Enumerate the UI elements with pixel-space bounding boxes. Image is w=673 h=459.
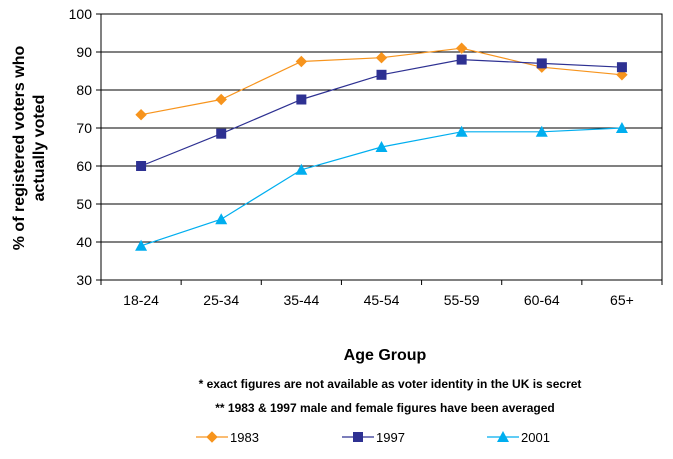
- y-tick-label: 70: [76, 120, 92, 136]
- data-point-1983: [455, 42, 468, 54]
- x-tick-label: 25-34: [203, 292, 239, 308]
- footnote-1: * exact figures are not available as vot…: [199, 377, 582, 391]
- data-point-1983: [616, 69, 628, 81]
- data-point-2001: [215, 213, 228, 225]
- x-tick-label: 65+: [610, 292, 634, 308]
- data-point-1983: [295, 55, 308, 68]
- x-tick-label: 45-54: [364, 292, 400, 308]
- data-point-2001: [295, 163, 308, 175]
- x-axis-title: Age Group: [344, 347, 427, 364]
- data-point-2001: [455, 125, 468, 137]
- data-point-1983: [215, 93, 227, 106]
- data-point-1997: [536, 58, 547, 69]
- data-point-2001: [375, 141, 388, 152]
- plot-area-frame: [100, 13, 663, 281]
- y-tick-label: 80: [76, 82, 92, 98]
- series-1983: [135, 42, 628, 121]
- series-2001: [135, 122, 628, 251]
- data-point-1997: [216, 128, 227, 139]
- y-tick-label: 100: [69, 6, 93, 22]
- legend-marker-1983: [206, 431, 218, 443]
- y-tick-label: 60: [76, 158, 92, 174]
- legend-item-2001: 2001: [487, 430, 550, 445]
- data-point-1983: [375, 51, 388, 64]
- y-tick-label: 90: [76, 44, 92, 60]
- data-point-2001: [615, 122, 628, 133]
- y-axis-title-line-2: actually voted: [31, 95, 48, 202]
- data-point-2001: [135, 239, 148, 251]
- legend-label: 2001: [521, 430, 550, 445]
- data-point-1997: [616, 62, 627, 73]
- series-1997: [136, 54, 627, 171]
- legend-item-1997: 1997: [342, 430, 405, 445]
- x-tick-label: 55-59: [444, 292, 480, 308]
- y-tick-label: 50: [76, 196, 92, 212]
- data-point-1997: [296, 94, 307, 105]
- footnote-2: ** 1983 & 1997 male and female figures h…: [215, 401, 555, 415]
- legend-marker-1997: [353, 432, 363, 442]
- y-axis-title-line-1: % of registered voters who: [11, 46, 28, 251]
- data-point-2001: [535, 125, 548, 137]
- x-tick-label: 18-24: [123, 292, 159, 308]
- data-point-1983: [135, 108, 147, 121]
- x-tick-label: 60-64: [524, 292, 560, 308]
- x-tick-label: 35-44: [283, 292, 319, 308]
- legend: 1983 1997 2001: [196, 430, 550, 445]
- legend-item-1983: 1983: [196, 430, 259, 445]
- y-tick-label: 30: [76, 272, 92, 288]
- y-tick-label: 40: [76, 234, 92, 250]
- data-point-1997: [456, 54, 467, 65]
- data-point-1997: [136, 161, 147, 171]
- y-axis-ticks: 30 40 50 60 70 80 90 100: [69, 6, 101, 288]
- legend-marker-2001: [497, 431, 509, 442]
- series-group: [135, 42, 628, 251]
- data-point-1997: [376, 69, 387, 80]
- x-axis-ticks: 18-24 25-34 35-44 45-54 55-59 60-64 65+: [100, 280, 663, 308]
- legend-label: 1983: [230, 430, 259, 445]
- legend-label: 1997: [376, 430, 405, 445]
